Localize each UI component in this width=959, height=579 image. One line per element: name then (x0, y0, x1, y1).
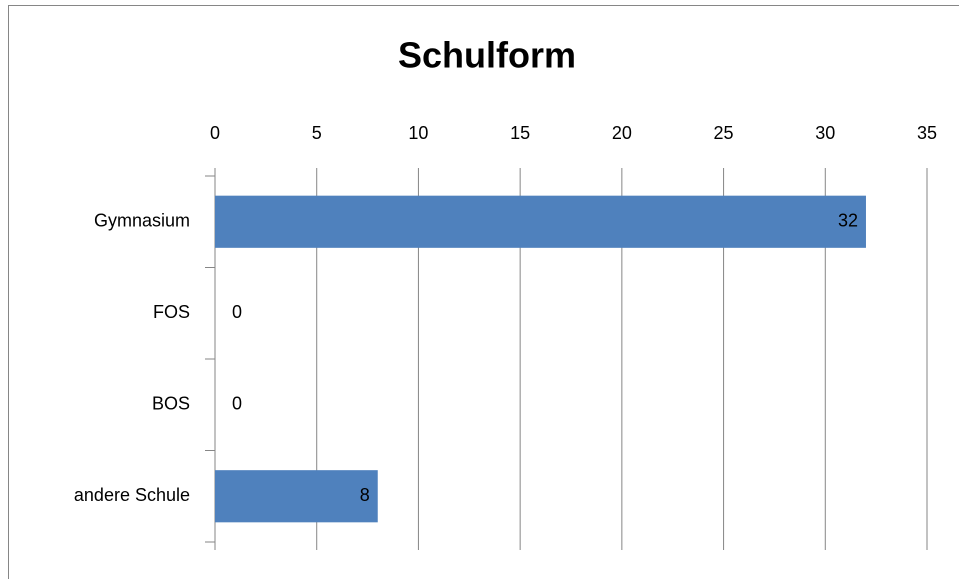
bar (215, 470, 378, 523)
x-tick-label: 0 (210, 123, 220, 143)
x-tick-label: 10 (408, 123, 428, 143)
x-tick-label: 20 (612, 123, 632, 143)
data-label: 0 (232, 302, 242, 322)
y-tick-label: andere Schule (74, 485, 190, 505)
bar (215, 195, 866, 248)
data-label: 0 (232, 394, 242, 414)
data-label: 8 (360, 485, 370, 505)
y-tick-label: Gymnasium (94, 211, 190, 231)
y-tick-label: BOS (152, 394, 190, 414)
x-tick-label: 30 (815, 123, 835, 143)
y-tick-label: FOS (153, 302, 190, 322)
x-tick-label: 15 (510, 123, 530, 143)
chart-title: Schulform (398, 35, 576, 76)
x-tick-label: 5 (312, 123, 322, 143)
x-tick-label: 25 (714, 123, 734, 143)
data-label: 32 (838, 211, 858, 231)
x-tick-label: 35 (917, 123, 937, 143)
chart-border (8, 5, 959, 579)
